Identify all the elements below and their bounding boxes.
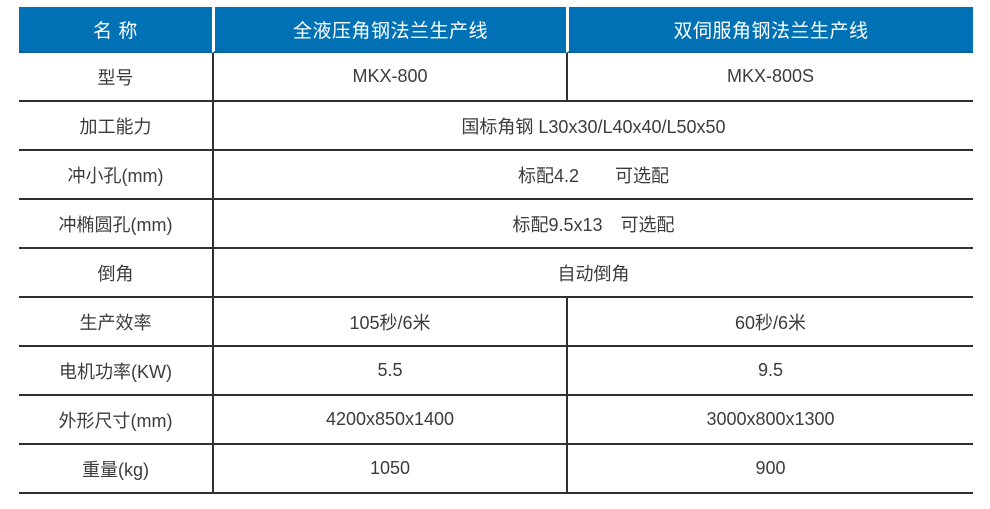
row-label: 倒角 [97,263,134,284]
table-row-oval-hole: 冲椭圆孔(mm) 标配9.5x13 可选配 [19,200,973,249]
header-cell-servo-line: 双伺服角钢法兰生产线 [566,7,973,53]
table-row-weight: 重量(kg) 1050 900 [19,445,973,494]
row-value-col2: 9.5 [566,347,973,394]
table-row-dimensions: 外形尺寸(mm) 4200x850x1400 3000x800x1300 [19,396,973,445]
row-label: 型号 [97,67,134,88]
header-cell-name: 名 称 [19,7,212,53]
row-value-col2: 60秒/6米 [566,298,973,345]
row-value-merged: 标配4.2 可选配 [212,151,973,198]
spec-table: 名 称 全液压角钢法兰生产线 双伺服角钢法兰生产线 型号 MKX-800 MKX… [19,7,973,494]
row-value-col2: 900 [566,445,973,492]
row-value-col1: 1050 [212,445,566,492]
table-row-small-hole: 冲小孔(mm) 标配4.2 可选配 [19,151,973,200]
table-row-model: 型号 MKX-800 MKX-800S [19,53,973,102]
table-row-motor-power: 电机功率(KW) 5.5 9.5 [19,347,973,396]
table-row-capacity: 加工能力 国标角钢 L30x30/L40x40/L50x50 [19,102,973,151]
row-label: 外形尺寸(mm) [58,410,173,431]
row-value-col1: MKX-800 [212,53,566,100]
row-value-merged: 国标角钢 L30x30/L40x40/L50x50 [212,102,973,149]
row-value-col1: 105秒/6米 [212,298,566,345]
row-value-col2: MKX-800S [566,53,973,100]
row-label: 生产效率 [79,312,152,333]
row-value-col2: 3000x800x1300 [566,396,973,443]
row-label: 冲小孔(mm) [67,165,164,186]
header-cell-hydraulic-line: 全液压角钢法兰生产线 [212,7,566,53]
row-value-col1: 4200x850x1400 [212,396,566,443]
row-value-merged: 自动倒角 [212,249,973,296]
row-label: 重量(kg) [82,459,149,480]
table-header-row: 名 称 全液压角钢法兰生产线 双伺服角钢法兰生产线 [19,7,973,53]
row-label: 加工能力 [79,116,152,137]
row-value-merged: 标配9.5x13 可选配 [212,200,973,247]
table-row-efficiency: 生产效率 105秒/6米 60秒/6米 [19,298,973,347]
row-label: 电机功率(KW) [59,361,172,382]
row-value-col1: 5.5 [212,347,566,394]
row-label: 冲椭圆孔(mm) [58,214,173,235]
table-row-chamfer: 倒角 自动倒角 [19,249,973,298]
